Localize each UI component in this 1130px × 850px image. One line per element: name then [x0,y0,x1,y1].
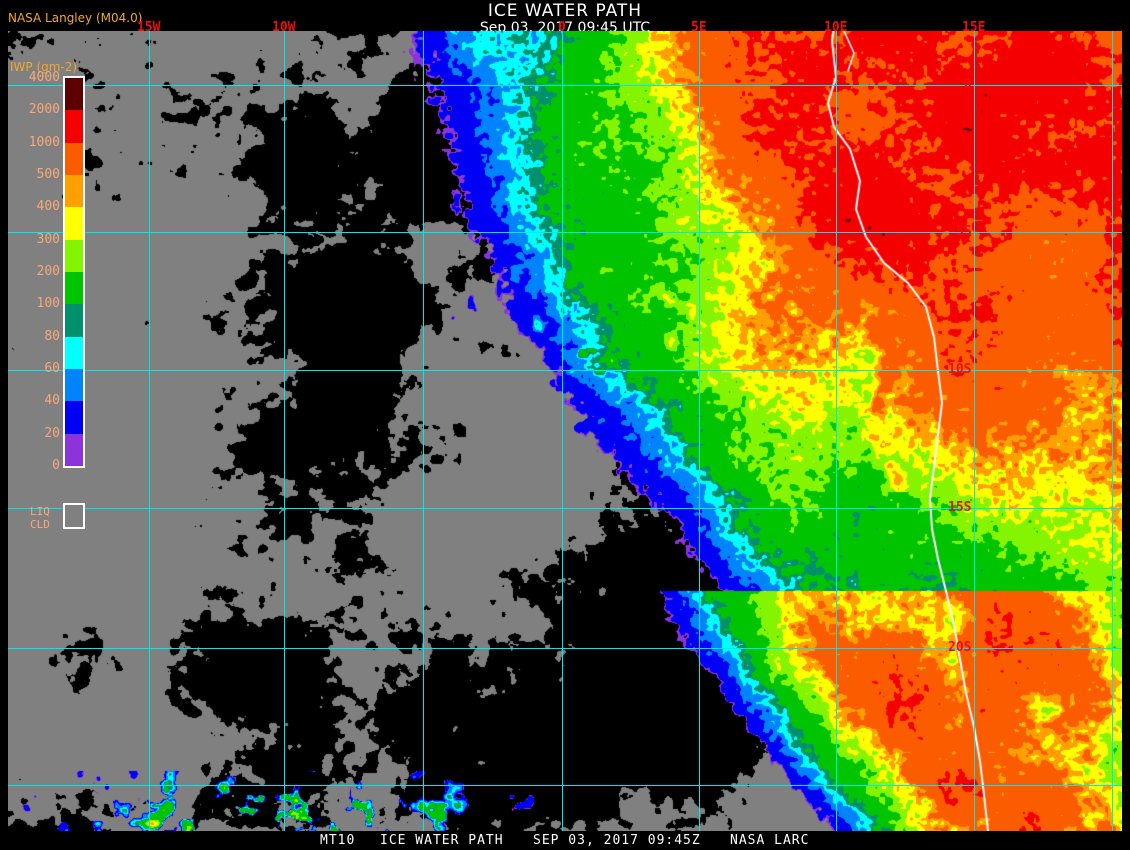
map-image[interactable]: 0 5S 10S 15S 20S [8,31,1122,831]
colorbar-tick-4000: 4000 [28,70,60,85]
longitude-label-0: 0 [558,20,566,35]
iwp-raster-canvas [8,31,1122,831]
colorbar-band-10 [65,401,83,434]
footer-product-name: ICE WATER PATH [380,833,504,848]
colorbar-swatch-stack [63,76,85,468]
colorbar-tick-40: 40 [44,393,60,409]
footer-timestamp: SEP 03, 2017 09:45Z [533,833,701,848]
longitude-label-15W: 15W [137,20,161,35]
colorbar-band-1 [65,110,83,143]
colorbar-title: IWP (gm-2) [10,60,78,74]
colorbar-tick-80: 80 [44,328,60,344]
longitude-label-15E: 15E [962,20,986,35]
colorbar-tick-2000: 2000 [28,102,60,118]
colorbar-tick-300: 300 [36,231,60,247]
colorbar-band-8 [65,336,83,369]
colorbar-tick-1000: 1000 [28,134,60,150]
footer-product-code: MT10 [320,833,356,848]
liquid-cloud-label-line1: LIQ [30,505,50,518]
colorbar-tick-0: 0 [52,458,60,473]
longitude-label-5E: 5E [691,20,707,35]
footer-status-bar: MT10 ICE WATER PATH SEP 03, 2017 09:45Z … [0,831,1130,850]
colorbar-band-9 [65,368,83,402]
colorbar-band-4 [65,207,83,240]
footer-source: NASA LARC [730,833,810,848]
colorbar-tick-60: 60 [44,361,60,376]
agency-credit: NASA Langley (M04.0) [8,11,143,25]
colorbar-band-3 [65,174,83,208]
colorbar-band-6 [65,271,83,305]
colorbar-band-0 [65,78,83,111]
liquid-cloud-label-line2: CLD [30,518,50,531]
longitude-label-10W: 10W [272,20,296,35]
colorbar-tick-400: 400 [36,199,60,215]
page-title: ICE WATER PATH [487,1,643,21]
colorbar-band-7 [65,304,83,337]
colorbar-band-2 [65,142,83,175]
colorbar-tick-100: 100 [36,296,60,312]
longitude-label-10E: 10E [824,20,848,35]
colorbar-band-5 [65,239,83,272]
liquid-cloud-swatch [63,503,85,529]
colorbar-tick-20: 20 [44,425,60,441]
colorbar-band-11 [65,433,83,466]
colorbar-tick-200: 200 [36,264,60,279]
colorbar-tick-500: 500 [36,167,60,182]
